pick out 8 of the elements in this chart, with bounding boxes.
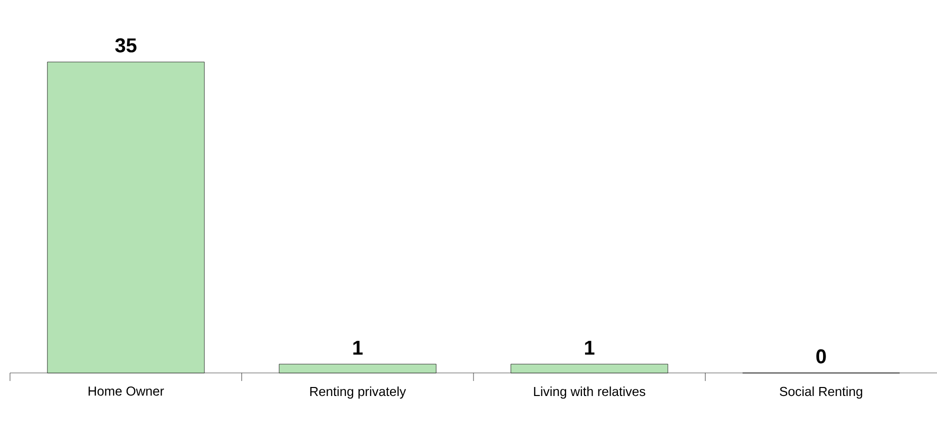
data-label: 1	[353, 340, 363, 355]
x-tick-label: Renting privately	[310, 386, 406, 399]
x-tick-label: Living with relatives	[534, 386, 646, 399]
data-label: 35	[115, 38, 136, 52]
data-label: 1	[585, 340, 594, 355]
x-tick-label: Home Owner	[88, 386, 164, 396]
data-label: 0	[816, 349, 826, 364]
x-tick-label: Social Renting	[780, 386, 862, 399]
